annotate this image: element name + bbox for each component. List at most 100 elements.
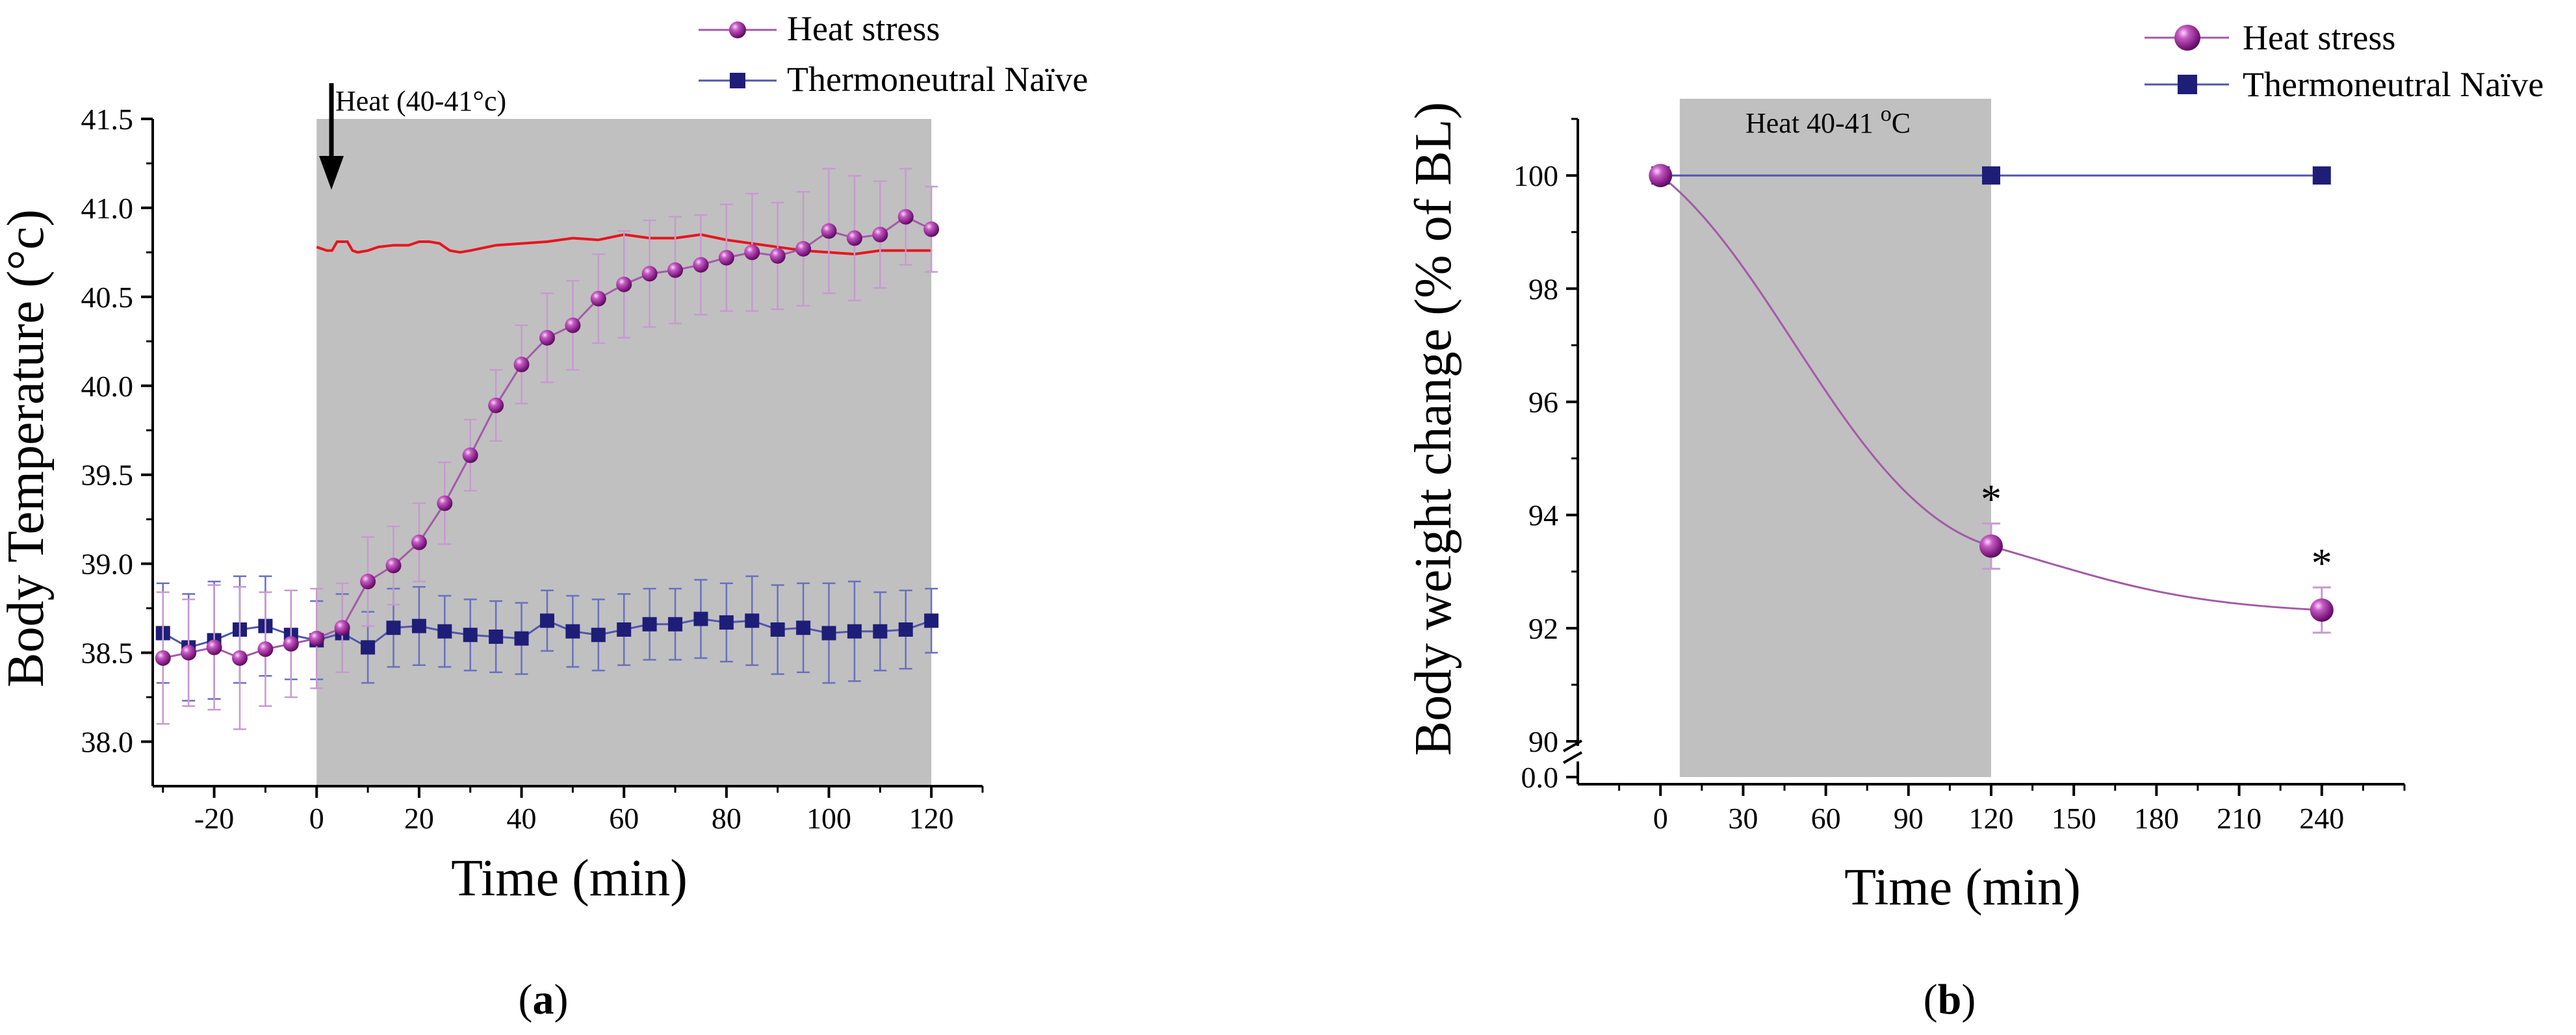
x-tick-label-b: 60 (1811, 802, 1841, 835)
legend-marker-heat-a (729, 21, 746, 38)
naive-point (668, 617, 683, 632)
panel-a: -20 0 20 40 60 80 100 120 38.0 38.5 39.0 39.5 40.0 40… (0, 9, 1088, 907)
heat-stress-point (411, 534, 427, 550)
caption-a-open: ( (519, 976, 533, 1023)
chamber-temperature-line (316, 233, 932, 256)
naive-point (411, 619, 426, 633)
heat-stress-point (513, 356, 530, 372)
naive-point (642, 617, 657, 632)
heat-stress-point (821, 223, 837, 239)
heat-stress-point (309, 630, 325, 646)
x-axis-title-a: Time (min) (451, 850, 688, 907)
naive-point (489, 629, 504, 644)
legend-b: Heat stress Thermoneutral Naïve (2145, 18, 2544, 104)
heat-stress-point (897, 209, 914, 225)
heat-stress-point (693, 257, 709, 273)
caption-b-open: ( (1924, 976, 1938, 1023)
y-tick-label-a: 40.5 (81, 281, 134, 314)
x-tick-label-a: 20 (404, 802, 434, 835)
axis-break-mark (1563, 739, 1582, 752)
heat-stress-point (795, 240, 812, 257)
naive-point (719, 615, 734, 630)
heat-onset-arrow-head (319, 156, 344, 190)
naive-point (898, 622, 913, 637)
significance-star: * (1981, 476, 2002, 522)
naive-point (693, 611, 708, 626)
chamber-temperature-line-group (316, 233, 932, 256)
heat-stress-point (488, 397, 504, 413)
y-tick-label-a: 39.5 (81, 459, 134, 492)
axes-b: 90 92 94 96 98 100 0.0 0 30 60 90 120 150 180 210 240 (1513, 118, 2406, 835)
heat-stress-point (437, 495, 453, 511)
y-tick-label-a: 38.5 (81, 637, 134, 670)
heat-stress-series-group (155, 168, 940, 730)
caption-b: (b) (1924, 976, 1976, 1023)
heat-stress-point (718, 249, 734, 266)
naive-point (821, 626, 836, 641)
heat-stress-point (2310, 598, 2334, 622)
heat-stress-point (667, 262, 684, 278)
x-tick-label-a: 100 (806, 802, 851, 835)
x-tick-label-a: 80 (712, 802, 741, 835)
heat-period-label-a: Heat (40-41°c) (335, 85, 506, 117)
naive-point (591, 628, 606, 643)
y-tick-label-a: 40.0 (81, 370, 134, 403)
naive-point (514, 631, 529, 646)
naive-point (770, 622, 785, 637)
x-tick-label-a: 60 (609, 802, 639, 835)
legend-a: Heat stress Thermoneutral Naïve (699, 9, 1088, 99)
x-tick-label-a: 120 (909, 802, 954, 835)
x-tick-label-b: 0 (1653, 802, 1668, 835)
x-tick-label-b: 30 (1728, 802, 1758, 835)
x-tick-label-b: 210 (2217, 802, 2261, 835)
heat-label-b-unit: C (1892, 107, 1911, 139)
naive-point (361, 640, 376, 655)
caption-a: (a) (519, 976, 569, 1023)
axes-a: -20 0 20 40 60 80 100 120 38.0 38.5 39.0 39.5 40.0 40… (81, 103, 984, 835)
legend-label-naive-b: Thermoneutral Naïve (2243, 65, 2544, 104)
heat-label-b-main: Heat 40-41 (1745, 107, 1881, 139)
y-tick-label-a: 41.5 (81, 103, 134, 136)
x-tick-label-b: 120 (1969, 802, 2014, 835)
naive-point (2312, 166, 2331, 185)
naive-point (1982, 166, 2000, 185)
heat-stress-point (744, 244, 760, 261)
heat-stress-point (206, 639, 222, 656)
heat-stress-point (641, 266, 658, 282)
caption-a-letter: a (533, 976, 554, 1023)
heat-stress-point (1979, 534, 2003, 558)
naive-point (539, 613, 554, 628)
heat-stress-point (232, 650, 248, 666)
heat-stress-curve (1660, 174, 2322, 611)
heat-stress-point (1649, 164, 1673, 188)
x-axis-title-b: Time (min) (1844, 859, 2081, 916)
heat-period-shade (1679, 99, 1991, 777)
panel-b-series-group: ** (1649, 164, 2334, 634)
y-tick-label-b: 90 (1528, 725, 1558, 758)
heat-stress-point (155, 650, 171, 666)
heat-stress-point (181, 645, 197, 661)
caption-b-letter: b (1938, 976, 1962, 1023)
heat-stress-point (590, 290, 606, 307)
heat-stress-point (565, 317, 581, 333)
heat-stress-point (462, 447, 478, 463)
y-tick-label-b: 100 (1513, 159, 1558, 192)
heat-stress-point (769, 248, 786, 264)
heat-stress-point (616, 276, 632, 292)
heat-stress-point (846, 230, 862, 246)
legend-label-heat-a: Heat stress (787, 9, 940, 48)
naive-point (745, 613, 760, 628)
heat-stress-point (539, 329, 555, 346)
heat-stress-point (923, 221, 940, 237)
y-axis-title-a: Body Temperature (°c) (0, 209, 55, 687)
naive-point (437, 624, 452, 639)
heat-period-shade (316, 119, 932, 786)
x-tick-label-a: 40 (507, 802, 537, 835)
y-tick-label-b: 92 (1528, 612, 1558, 645)
naive-point (565, 624, 580, 639)
y-tick-label-a: 41.0 (81, 192, 134, 225)
axis-break-mark (1563, 751, 1582, 764)
legend-marker-naive-b (2178, 75, 2197, 94)
